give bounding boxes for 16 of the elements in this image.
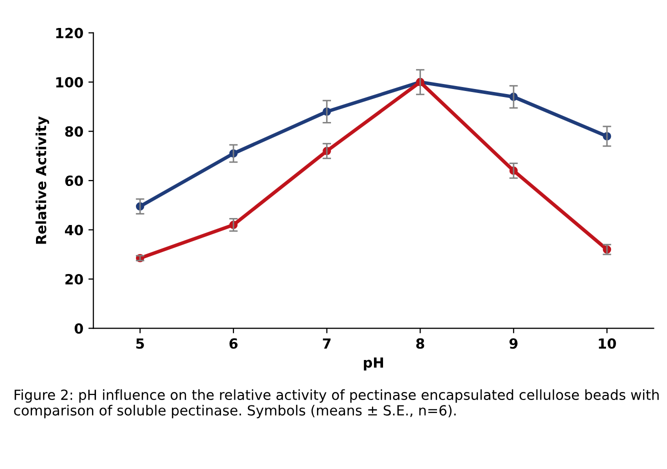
x-tick-label: 10 [598, 338, 616, 349]
x-tick-label: 6 [229, 338, 238, 349]
y-tick-label: 100 [56, 77, 83, 88]
y-tick-label: 0 [74, 323, 83, 334]
y-tick-label: 120 [56, 28, 83, 38]
x-tick-label: 8 [416, 338, 424, 349]
y-tick-label: 40 [64, 224, 83, 236]
caption: Figure 2: pH influence on the relative activity of pectinase encapsulated cellulose beads with comparison of soluble pectinase. Symbols (means ± S.E., n=6). [14, 389, 659, 418]
x-tick-label: 7 [322, 338, 331, 349]
y-axis-title: Relative Activity [36, 116, 50, 244]
x-tick-label: 9 [509, 338, 518, 349]
x-axis-title: pH [364, 357, 384, 370]
y-tick-label: 20 [65, 274, 83, 285]
y-tick-label: 60 [65, 176, 83, 186]
x-tick-label: 5 [136, 338, 144, 349]
y-tick-label: 80 [65, 126, 83, 137]
